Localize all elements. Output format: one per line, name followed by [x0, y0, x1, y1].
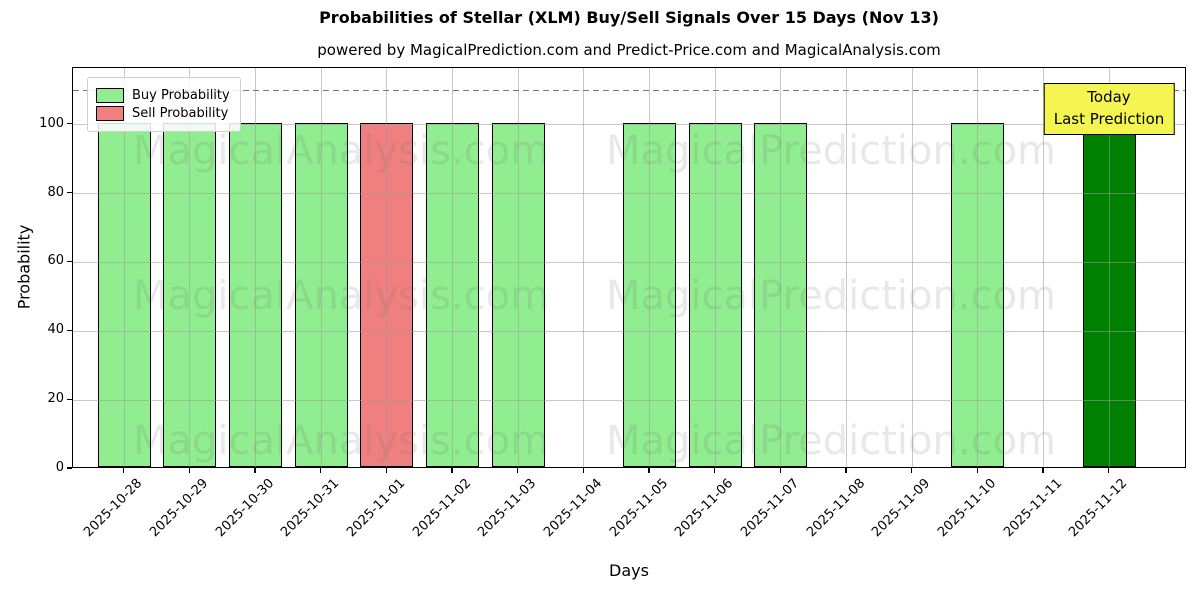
gridline-vertical [780, 68, 782, 467]
legend-item: Buy Probability [96, 88, 230, 103]
x-tick-label: 2025-11-01 [344, 476, 409, 541]
x-tick-label: 2025-11-10 [935, 476, 1000, 541]
x-tick-mark [320, 468, 322, 473]
gridline-vertical [517, 68, 519, 467]
gridline-horizontal [73, 193, 1185, 195]
x-tick-label: 2025-11-06 [672, 476, 737, 541]
watermark-analysis: MagicalAnalysis.com [132, 128, 550, 174]
y-tick-label: 100 [39, 115, 64, 131]
gridline-vertical [1042, 68, 1044, 467]
x-tick-label: 2025-11-05 [606, 476, 671, 541]
x-tick-label: 2025-11-11 [1000, 476, 1065, 541]
x-tick-mark [714, 468, 716, 473]
x-tick-label: 2025-11-07 [738, 476, 803, 541]
annotation-line1: Today [1087, 88, 1131, 106]
x-tick-mark [845, 468, 847, 473]
watermark-prediction: MagicalPrediction.com [606, 418, 1056, 464]
gridline-vertical [254, 68, 256, 467]
gridline-vertical [583, 68, 585, 467]
x-tick-mark [779, 468, 781, 473]
legend-swatch [96, 88, 124, 103]
y-tick-mark [67, 192, 72, 194]
x-tick-mark [385, 468, 387, 473]
plot-area: MagicalAnalysis.com MagicalPrediction.com… [72, 67, 1186, 468]
gridline-vertical [977, 68, 979, 467]
gridline-vertical [911, 68, 913, 467]
x-tick-mark [451, 468, 453, 473]
watermark-analysis: MagicalAnalysis.com [132, 273, 550, 319]
watermark-prediction: MagicalPrediction.com [606, 128, 1056, 174]
x-tick-label: 2025-11-03 [475, 476, 540, 541]
y-tick-label: 40 [47, 322, 64, 338]
gridline-vertical [845, 68, 847, 467]
y-tick-label: 80 [47, 184, 64, 200]
y-tick-mark [67, 260, 72, 263]
watermark-analysis: MagicalAnalysis.com [132, 418, 550, 464]
x-tick-mark [1042, 468, 1044, 473]
gridline-vertical [189, 68, 191, 467]
gridline-horizontal [73, 124, 1185, 126]
y-tick-mark [67, 467, 72, 469]
x-tick-mark [582, 468, 584, 473]
legend-swatch [96, 106, 124, 121]
today-annotation: Today Last Prediction [1043, 83, 1175, 135]
x-tick-mark [254, 468, 256, 473]
x-tick-mark [188, 468, 190, 473]
x-axis-label: Days [609, 561, 649, 580]
x-tick-mark [517, 468, 519, 473]
gridline-horizontal [73, 261, 1185, 263]
y-tick-label: 0 [55, 460, 64, 475]
gridline-vertical [320, 68, 322, 467]
x-tick-label: 2025-11-02 [409, 476, 474, 541]
legend-label: Buy Probability [132, 88, 230, 103]
x-tick-mark [648, 468, 650, 473]
y-tick-mark [67, 329, 72, 331]
y-tick-label: 20 [47, 391, 64, 407]
annotation-line2: Last Prediction [1053, 109, 1165, 128]
x-tick-mark [911, 468, 913, 473]
x-tick-label: 2025-11-04 [541, 476, 606, 541]
y-tick-mark [67, 398, 72, 400]
gridline-vertical [451, 68, 453, 467]
x-tick-mark [976, 468, 978, 473]
watermark-prediction: MagicalPrediction.com [606, 273, 1056, 319]
chart-subtitle: powered by MagicalPrediction.com and Pre… [317, 41, 941, 59]
legend-item: Sell Probability [96, 106, 230, 121]
x-tick-label: 2025-10-28 [81, 476, 146, 541]
threshold-dashed-line [73, 89, 1185, 92]
x-tick-label: 2025-11-12 [1066, 476, 1131, 541]
gridline-horizontal [73, 399, 1185, 401]
x-tick-label: 2025-11-08 [803, 476, 868, 541]
gridline-vertical [1108, 68, 1110, 467]
y-tick-label: 60 [47, 253, 64, 269]
x-tick-mark [1108, 468, 1110, 473]
gridline-horizontal [73, 330, 1185, 332]
x-tick-label: 2025-10-31 [278, 476, 343, 541]
chart-title: Probabilities of Stellar (XLM) Buy/Sell … [319, 8, 939, 27]
gridline-vertical [386, 68, 388, 467]
x-tick-label: 2025-10-29 [147, 476, 212, 541]
x-tick-mark [123, 468, 125, 473]
y-tick-mark [67, 123, 72, 125]
gridline-vertical [123, 68, 125, 467]
gridline-vertical [714, 68, 716, 467]
x-tick-label: 2025-10-30 [212, 476, 277, 541]
legend-label: Sell Probability [132, 106, 229, 121]
x-tick-label: 2025-11-09 [869, 476, 934, 541]
legend: Buy Probability Sell Probability [87, 77, 241, 132]
gridline-vertical [648, 68, 650, 467]
